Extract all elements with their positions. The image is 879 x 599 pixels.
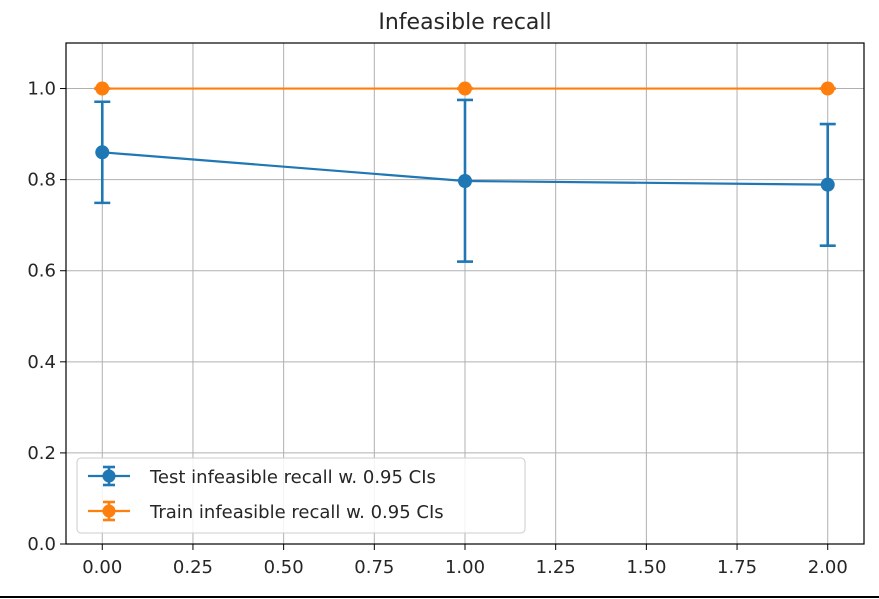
plot-area bbox=[94, 81, 836, 263]
legend-label: Train infeasible recall w. 0.95 CIs bbox=[149, 502, 444, 523]
x-tick-label: 0.50 bbox=[264, 557, 304, 578]
data-point bbox=[458, 81, 472, 96]
x-tick-label: 1.75 bbox=[717, 557, 757, 578]
y-tick-label: 0.6 bbox=[27, 261, 56, 282]
legend-marker bbox=[102, 469, 116, 483]
x-tick-label: 0.00 bbox=[82, 557, 122, 578]
legend-marker bbox=[102, 504, 116, 518]
y-tick-label: 1.0 bbox=[27, 79, 56, 100]
legend-box bbox=[76, 457, 526, 534]
x-tick-label: 1.25 bbox=[536, 557, 576, 578]
y-tick-label: 0.4 bbox=[27, 352, 56, 373]
x-tick-label: 2.00 bbox=[808, 557, 848, 578]
x-tick-label: 1.50 bbox=[626, 557, 666, 578]
legend-label: Test infeasible recall w. 0.95 CIs bbox=[149, 467, 436, 488]
axis-ticks: 0.00 0.25 0.50 0.75 1.00 1.25 1.50 1.75 2.00 0.0 0… bbox=[27, 79, 847, 578]
data-point bbox=[95, 145, 110, 160]
y-tick-label: 0.0 bbox=[27, 534, 56, 555]
y-tick-label: 0.2 bbox=[27, 443, 56, 464]
data-point bbox=[95, 81, 110, 96]
chart-title: Infeasible recall bbox=[378, 10, 551, 35]
x-tick-label: 1.00 bbox=[445, 557, 485, 578]
data-point bbox=[820, 177, 835, 192]
data-point bbox=[458, 174, 472, 189]
x-tick-label: 0.75 bbox=[354, 557, 394, 578]
y-tick-label: 0.8 bbox=[27, 170, 56, 191]
x-tick-label: 0.25 bbox=[173, 557, 213, 578]
legend: Test infeasible recall w. 0.95 CIs Train … bbox=[76, 457, 526, 534]
data-point bbox=[820, 81, 835, 96]
